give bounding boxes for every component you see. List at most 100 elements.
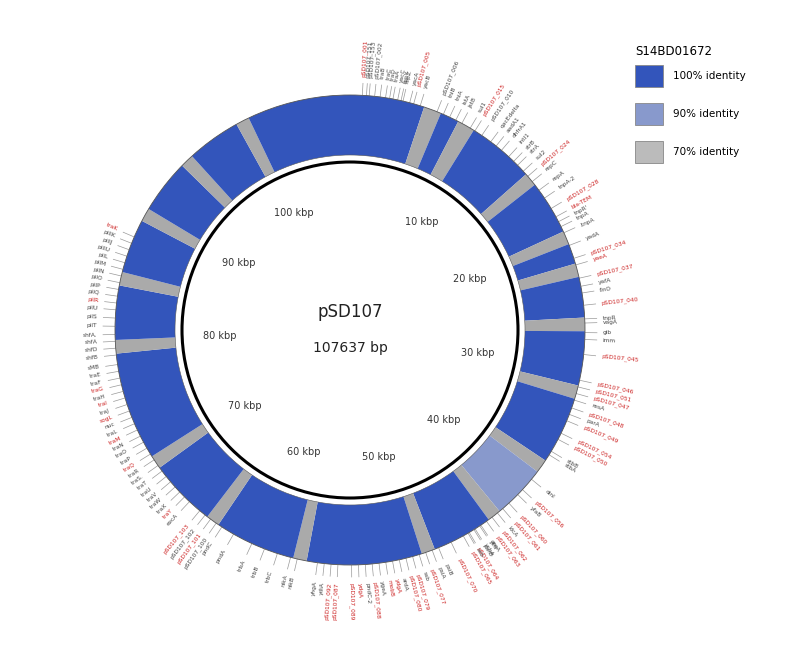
Text: shfD: shfD	[84, 347, 98, 353]
Text: traM: traM	[108, 436, 122, 446]
Text: pSD107_006: pSD107_006	[441, 59, 460, 96]
Text: vagA: vagA	[603, 320, 618, 325]
Text: nikA: nikA	[280, 574, 289, 588]
Text: yhgA: yhgA	[310, 580, 318, 595]
Wedge shape	[521, 277, 585, 320]
Text: bla-TEM: bla-TEM	[570, 195, 593, 211]
Text: excA: excA	[166, 513, 179, 527]
Text: intI1: intI1	[519, 132, 531, 145]
Wedge shape	[152, 424, 208, 468]
Wedge shape	[513, 244, 575, 281]
Text: traY: traY	[162, 508, 174, 520]
Text: jstB: jstB	[468, 97, 478, 109]
Text: ssb: ssb	[422, 571, 430, 582]
Text: pSD107_061: pSD107_061	[512, 521, 541, 552]
Text: 100 kbp: 100 kbp	[274, 208, 314, 218]
Text: traX: traX	[156, 502, 169, 515]
Text: yacC: yacC	[399, 68, 406, 83]
Text: 20 kbp: 20 kbp	[453, 274, 486, 284]
Text: strB: strB	[525, 138, 536, 150]
Text: yafA: yafA	[598, 278, 612, 285]
Wedge shape	[149, 166, 225, 240]
Text: traO: traO	[115, 448, 129, 459]
Text: sogL: sogL	[98, 415, 114, 424]
Text: pSD107_103: pSD107_103	[162, 523, 190, 555]
Text: 80 kbp: 80 kbp	[203, 330, 237, 341]
Text: 70 kbp: 70 kbp	[228, 401, 262, 411]
Text: pilIK: pilIK	[102, 229, 116, 239]
Text: repY: repY	[402, 70, 410, 84]
Text: psiA: psiA	[436, 566, 445, 580]
Text: pSD107_049: pSD107_049	[582, 425, 619, 445]
Wedge shape	[462, 436, 538, 512]
Text: 30 kbp: 30 kbp	[461, 348, 494, 358]
Text: 40 kbp: 40 kbp	[427, 415, 461, 425]
Wedge shape	[116, 348, 202, 456]
Wedge shape	[403, 493, 434, 554]
Text: sul2: sul2	[535, 149, 547, 161]
Text: qacEdelta: qacEdelta	[499, 102, 521, 129]
Text: pSD107_010: pSD107_010	[490, 88, 515, 122]
Wedge shape	[207, 469, 252, 525]
Text: 90% identity: 90% identity	[673, 109, 739, 119]
Text: shfA: shfA	[84, 340, 98, 345]
Text: stbA: stbA	[563, 462, 577, 473]
Text: traD: traD	[390, 68, 398, 81]
Wedge shape	[518, 263, 579, 291]
Text: pSD107_088: pSD107_088	[371, 582, 380, 619]
Text: 10 kbp: 10 kbp	[405, 216, 438, 227]
Wedge shape	[115, 337, 176, 354]
Wedge shape	[350, 95, 424, 164]
Text: pSD107_001: pSD107_001	[361, 40, 368, 77]
Text: pSD107_054: pSD107_054	[576, 439, 612, 460]
Text: pSD107_100: pSD107_100	[182, 536, 208, 570]
Text: nuc: nuc	[104, 422, 116, 430]
Text: pSD107_051: pSD107_051	[594, 389, 632, 403]
Wedge shape	[520, 331, 585, 385]
Text: pilN: pilN	[92, 266, 104, 274]
Wedge shape	[495, 382, 574, 461]
Text: pSD107_079: pSD107_079	[414, 573, 430, 610]
Wedge shape	[442, 130, 526, 214]
Circle shape	[115, 95, 585, 565]
Text: traK: traK	[106, 223, 118, 232]
Text: pilT: pilT	[86, 323, 97, 328]
Text: yfaB: yfaB	[529, 506, 542, 518]
Text: strA: strA	[529, 142, 541, 155]
Text: yihI: yihI	[487, 540, 498, 551]
Text: pSD107_153: pSD107_153	[368, 40, 377, 78]
Wedge shape	[430, 122, 474, 181]
Bar	[635, 65, 663, 87]
Text: ychA: ychA	[482, 543, 494, 558]
Text: shfB: shfB	[86, 354, 98, 361]
Text: pilR: pilR	[87, 297, 99, 304]
Wedge shape	[509, 231, 569, 266]
Wedge shape	[249, 95, 350, 172]
Text: pSD107_080: pSD107_080	[407, 575, 422, 613]
Text: ydgA: ydgA	[394, 578, 401, 594]
Text: tnpR': tnpR'	[574, 204, 590, 216]
Text: traU: traU	[141, 486, 154, 497]
Text: traQ: traQ	[123, 462, 137, 473]
Text: 70% identity: 70% identity	[673, 147, 739, 157]
Text: pilIU: pilIU	[97, 244, 110, 253]
Text: pSD107_089: pSD107_089	[349, 583, 355, 620]
Text: shfA.: shfA.	[82, 332, 97, 337]
Text: pSD107_024: pSD107_024	[539, 138, 571, 166]
Wedge shape	[159, 432, 244, 517]
Text: pilO: pilO	[90, 274, 102, 281]
Wedge shape	[525, 318, 585, 332]
Text: 60 kbp: 60 kbp	[287, 447, 321, 457]
Text: 50 kbp: 50 kbp	[362, 452, 395, 461]
Text: stbB: stbB	[566, 458, 579, 469]
Text: pSD107_070: pSD107_070	[456, 557, 478, 593]
Text: yacB: yacB	[423, 74, 432, 89]
Text: pSD107_151: pSD107_151	[365, 40, 373, 78]
Text: pilU: pilU	[86, 305, 98, 311]
Text: pSD107_005: pSD107_005	[416, 49, 431, 87]
Text: traN: traN	[112, 442, 126, 452]
Text: tnpR: tnpR	[602, 315, 617, 320]
Text: pSD107_064: pSD107_064	[476, 547, 500, 582]
Text: ygeA: ygeA	[378, 580, 386, 596]
Text: parB: parB	[482, 543, 493, 558]
